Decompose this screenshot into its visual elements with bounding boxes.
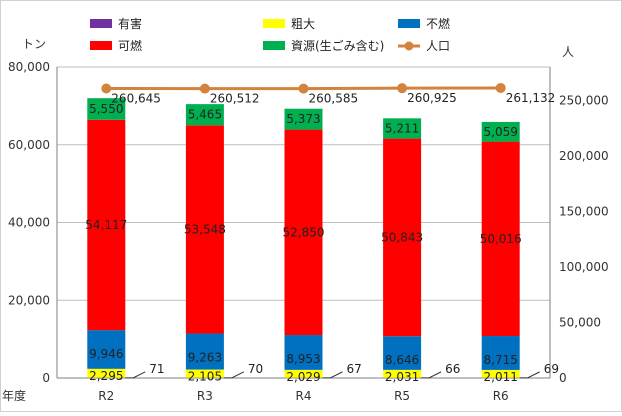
- data-label: 67: [347, 362, 362, 376]
- x-tick-label: R5: [394, 389, 410, 403]
- legend-swatch: [398, 19, 420, 28]
- legend-line-marker: [405, 42, 414, 51]
- legend-swatch: [263, 41, 285, 50]
- y-right-axis-title: 人: [562, 45, 574, 59]
- data-label: 50,843: [381, 230, 423, 244]
- y-left-tick-label: 80,000: [8, 60, 50, 74]
- y-right-tick-label: 150,000: [559, 204, 609, 218]
- data-label: 70: [248, 362, 263, 376]
- x-tick-label: R6: [493, 389, 509, 403]
- data-label: 8,715: [484, 353, 518, 367]
- data-label: 2,011: [484, 370, 518, 384]
- legend-label: 資源(生ごみ含む): [291, 38, 384, 53]
- data-label: 2,105: [188, 370, 222, 384]
- population-marker: [299, 84, 309, 94]
- y-right-tick-label: 100,000: [559, 260, 609, 274]
- data-label: 2,031: [385, 370, 419, 384]
- data-label: 53,548: [184, 222, 226, 236]
- population-marker: [496, 83, 506, 93]
- population-label: 260,512: [210, 92, 260, 106]
- y-left-tick-label: 20,000: [8, 293, 50, 307]
- data-label: 5,211: [385, 121, 419, 135]
- data-label: 9,946: [89, 347, 123, 361]
- legend-label: 可燃: [118, 38, 142, 53]
- y-left-tick-label: 40,000: [8, 216, 50, 230]
- data-label: 71: [149, 362, 164, 376]
- x-tick-label: R3: [197, 389, 213, 403]
- population-marker: [200, 84, 210, 94]
- data-label: 69: [544, 362, 559, 376]
- data-label: 5,059: [484, 125, 518, 139]
- y-right-tick-label: 250,000: [559, 93, 609, 107]
- y-right-tick-label: 0: [559, 371, 567, 385]
- legend-label: 有害: [118, 16, 142, 31]
- population-marker: [397, 83, 407, 93]
- population-label: 260,645: [111, 91, 161, 105]
- y-right-tick-label: 200,000: [559, 149, 609, 163]
- data-label: 5,373: [286, 112, 320, 126]
- legend-label: 不燃: [426, 16, 450, 31]
- population-label: 260,925: [407, 91, 457, 105]
- y-left-tick-label: 0: [42, 371, 50, 385]
- population-label: 261,132: [506, 91, 556, 105]
- x-tick-label: R2: [98, 389, 114, 403]
- y-left-axis-title: トン: [22, 37, 46, 51]
- data-label: 50,016: [480, 232, 522, 246]
- legend-label: 粗大: [291, 17, 315, 31]
- data-label: 54,117: [85, 218, 127, 232]
- population-label: 260,585: [309, 92, 359, 106]
- legend-swatch: [90, 41, 112, 50]
- y-left-tick-label: 60,000: [8, 138, 50, 152]
- legend-swatch: [90, 19, 112, 28]
- data-label: 9,263: [188, 351, 222, 365]
- legend-label: 人口: [426, 39, 450, 53]
- data-label: 2,029: [286, 370, 320, 384]
- y-right-tick-label: 50,000: [559, 315, 601, 329]
- data-label: 8,646: [385, 353, 419, 367]
- x-axis-title: 年度: [2, 388, 26, 403]
- x-tick-label: R4: [296, 389, 312, 403]
- data-label: 5,465: [188, 108, 222, 122]
- population-marker: [101, 83, 111, 93]
- data-label: 52,850: [283, 225, 325, 239]
- legend-swatch: [263, 19, 285, 28]
- data-label: 8,953: [286, 352, 320, 366]
- data-label: 2,295: [89, 369, 123, 383]
- data-label: 66: [445, 362, 460, 376]
